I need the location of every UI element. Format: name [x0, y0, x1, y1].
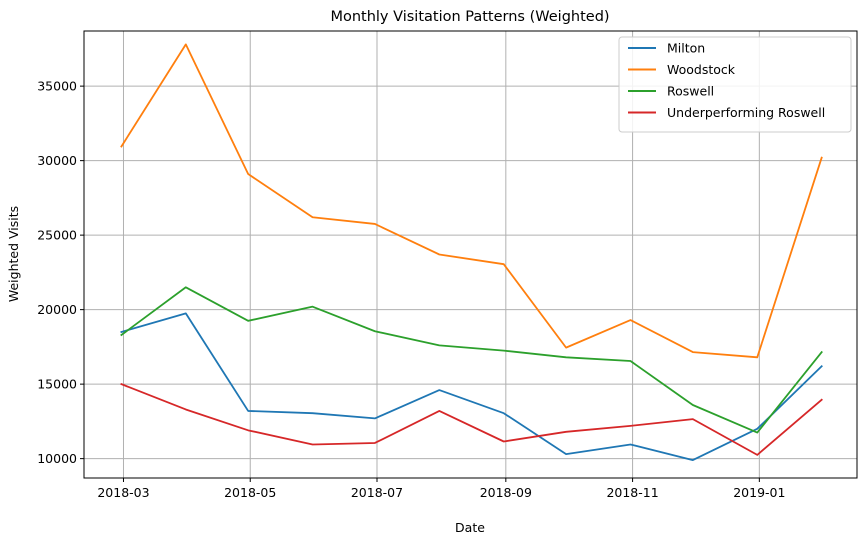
x-tick-label: 2019-01: [733, 485, 785, 500]
series-line-milton: [120, 312, 823, 462]
y-tick-label: 10000: [37, 451, 77, 466]
y-tick-label: 35000: [37, 79, 77, 94]
legend-label: Underperforming Roswell: [667, 105, 825, 120]
x-tick-label: 2018-09: [480, 485, 532, 500]
x-axis-ticks: 2018-03 2018-05 2018-07 2018-09 2018-11 2019-…: [97, 478, 785, 500]
y-axis-ticks: 10000 15000 20000 25000 30000 35000: [37, 79, 84, 466]
x-tick-label: 2018-03: [97, 485, 149, 500]
y-tick-label: 15000: [37, 377, 77, 392]
legend-label: Milton: [667, 41, 705, 56]
legend-label: Woodstock: [667, 62, 736, 77]
y-axis-label: Weighted Visits: [6, 206, 21, 302]
y-tick-label: 30000: [37, 153, 77, 168]
series-line-woodstock: [120, 43, 823, 359]
plot-area-frame: [83, 30, 858, 479]
series-line-roswell: [120, 286, 823, 434]
legend: Milton Woodstock Roswell Underperforming Ro…: [618, 36, 852, 133]
x-tick-label: 2018-11: [606, 485, 658, 500]
x-axis-label: Date: [455, 520, 485, 535]
y-tick-label: 20000: [37, 302, 77, 317]
x-tick-label: 2018-07: [351, 485, 403, 500]
legend-label: Roswell: [667, 84, 714, 99]
x-tick-label: 2018-05: [224, 485, 276, 500]
legend-box: [618, 36, 852, 133]
y-tick-label: 25000: [37, 228, 77, 243]
series-lines: [120, 43, 823, 462]
chart-title: Monthly Visitation Patterns (Weighted): [330, 9, 609, 25]
series-line-underperforming-roswell: [120, 382, 823, 456]
